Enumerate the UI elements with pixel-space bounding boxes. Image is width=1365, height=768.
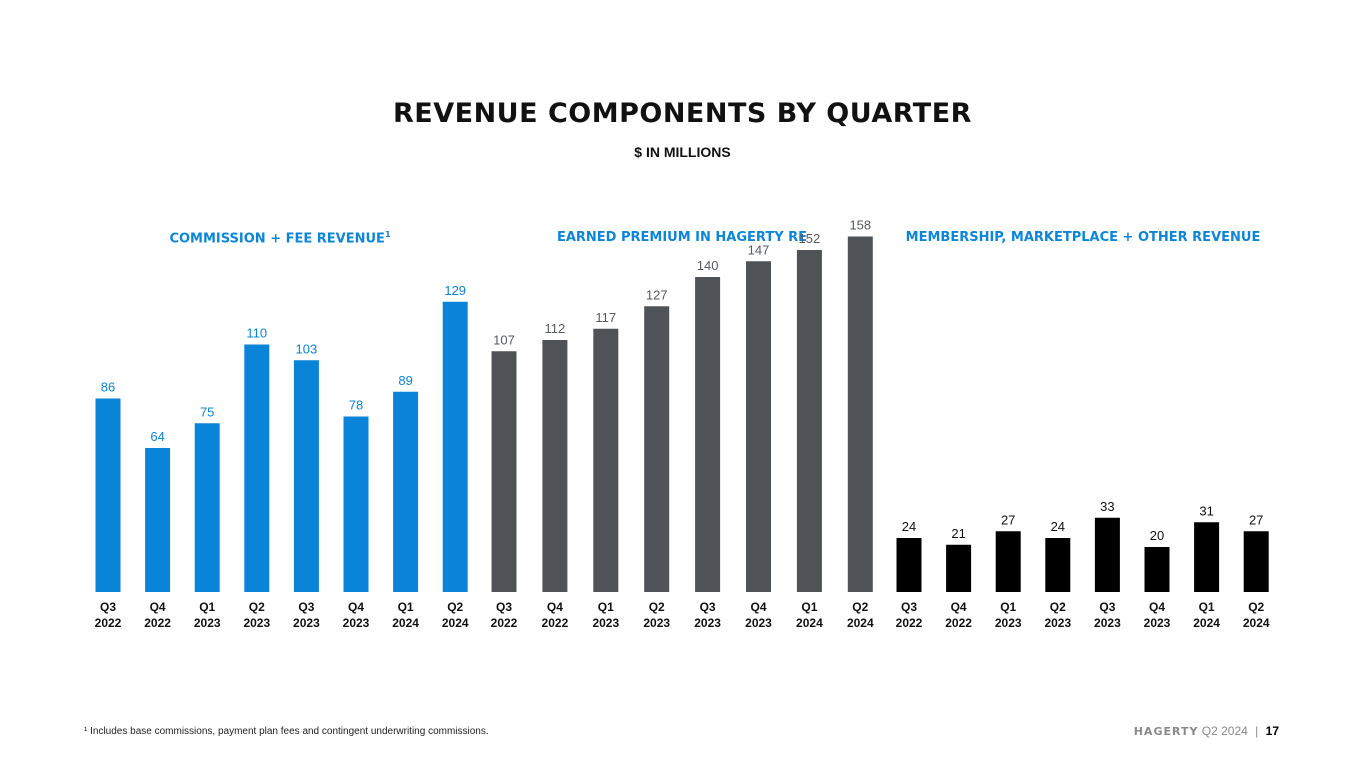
page-subtitle: $ IN MILLIONS bbox=[634, 144, 731, 160]
earned-premium-value-label: 107 bbox=[493, 332, 515, 347]
earned-premium-tick-label: Q1 2023 bbox=[592, 600, 619, 630]
membership-value-label: 31 bbox=[1199, 503, 1213, 518]
earned-premium-value-label: 147 bbox=[748, 242, 770, 257]
membership-value-label: 24 bbox=[1051, 519, 1065, 534]
membership-bar bbox=[1243, 531, 1269, 592]
commission-bar bbox=[293, 360, 319, 592]
earned-premium-bar bbox=[796, 250, 822, 592]
membership-bar bbox=[995, 531, 1021, 592]
earned-premium-tick-label: Q1 2024 bbox=[796, 600, 823, 630]
commission-tick-label: Q2 2023 bbox=[243, 600, 270, 630]
membership-bar bbox=[1194, 522, 1220, 592]
commission-value-label: 129 bbox=[444, 283, 466, 298]
commission-tick-label: Q4 2022 bbox=[144, 600, 171, 630]
earned-premium-tick-label: Q3 2023 bbox=[694, 600, 721, 630]
commission-bar bbox=[393, 391, 419, 592]
earned-premium-tick-label: Q2 2024 bbox=[847, 600, 874, 630]
commission-bar bbox=[442, 301, 468, 592]
page-title: REVENUE COMPONENTS BY QUARTER bbox=[393, 98, 972, 129]
earned-premium-bar bbox=[847, 236, 873, 592]
membership-tick-label: Q1 2024 bbox=[1193, 600, 1220, 630]
commission-value-label: 64 bbox=[150, 429, 164, 444]
membership-value-label: 21 bbox=[951, 526, 965, 541]
membership-bar bbox=[896, 538, 922, 592]
commission-bar bbox=[145, 448, 171, 592]
footer-separator: | bbox=[1255, 724, 1259, 738]
commission-tick-label: Q1 2023 bbox=[194, 600, 221, 630]
commission-value-label: 86 bbox=[101, 380, 115, 395]
earned-premium-tick-label: Q2 2023 bbox=[643, 600, 670, 630]
commission-tick-label: Q1 2024 bbox=[392, 600, 419, 630]
commission-bar bbox=[244, 344, 270, 592]
panel-title-membership: MEMBERSHIP, MARKETPLACE + OTHER REVENUE bbox=[905, 230, 1261, 245]
earned-premium-value-label: 117 bbox=[595, 310, 616, 325]
commission-tick-label: Q2 2024 bbox=[442, 600, 469, 630]
earned-premium-value-label: 140 bbox=[697, 258, 719, 273]
membership-tick-label: Q4 2023 bbox=[1144, 600, 1171, 630]
membership-bar bbox=[1144, 547, 1170, 592]
commission-tick-label: Q4 2023 bbox=[343, 600, 370, 630]
membership-value-label: 27 bbox=[1249, 512, 1263, 527]
earned-premium-bar bbox=[491, 351, 517, 592]
membership-bar bbox=[1045, 538, 1071, 592]
earned-premium-value-label: 152 bbox=[799, 231, 821, 246]
earned-premium-bar bbox=[644, 306, 670, 592]
membership-tick-label: Q3 2022 bbox=[896, 600, 923, 630]
page-number: 17 bbox=[1265, 724, 1279, 738]
commission-value-label: 110 bbox=[246, 326, 267, 341]
membership-value-label: 33 bbox=[1100, 499, 1114, 514]
membership-value-label: 24 bbox=[902, 519, 916, 534]
commission-bar bbox=[343, 416, 369, 592]
footnote: ¹ Includes base commissions, payment pla… bbox=[84, 726, 489, 737]
earned-premium-tick-label: Q4 2022 bbox=[542, 600, 569, 630]
membership-tick-label: Q2 2023 bbox=[1044, 600, 1071, 630]
earned-premium-bar bbox=[695, 277, 721, 592]
commission-tick-label: Q3 2023 bbox=[293, 600, 320, 630]
membership-bar bbox=[1094, 517, 1120, 592]
membership-bar bbox=[946, 544, 972, 592]
commission-value-label: 75 bbox=[200, 404, 214, 419]
earned-premium-tick-label: Q3 2022 bbox=[491, 600, 518, 630]
panel-title-commission: COMMISSION + FEE REVENUE1 bbox=[169, 230, 391, 247]
membership-tick-label: Q4 2022 bbox=[945, 600, 972, 630]
commission-bar bbox=[95, 398, 121, 592]
footer-period: Q2 2024 bbox=[1201, 724, 1248, 738]
earned-premium-bar bbox=[746, 261, 771, 592]
earned-premium-value-label: 158 bbox=[849, 218, 871, 233]
commission-bar bbox=[194, 423, 220, 592]
footer: HAGERTY Q2 2024 | 17 bbox=[1134, 724, 1279, 738]
footer-brand: HAGERTY bbox=[1133, 725, 1199, 738]
earned-premium-value-label: 112 bbox=[545, 321, 566, 336]
earned-premium-bar bbox=[542, 340, 568, 592]
membership-value-label: 20 bbox=[1150, 528, 1164, 543]
earned-premium-tick-label: Q4 2023 bbox=[745, 600, 772, 630]
membership-tick-label: Q2 2024 bbox=[1243, 600, 1270, 630]
earned-premium-value-label: 127 bbox=[646, 287, 668, 302]
commission-value-label: 103 bbox=[296, 341, 318, 356]
commission-value-label: 89 bbox=[398, 373, 412, 388]
panel-title-earned-premium: EARNED PREMIUM IN HAGERTY RE bbox=[556, 230, 808, 245]
membership-tick-label: Q1 2023 bbox=[995, 600, 1022, 630]
earned-premium-bar bbox=[593, 328, 619, 592]
membership-tick-label: Q3 2023 bbox=[1094, 600, 1121, 630]
commission-value-label: 78 bbox=[349, 398, 363, 413]
commission-tick-label: Q3 2022 bbox=[95, 600, 122, 630]
membership-value-label: 27 bbox=[1001, 512, 1015, 527]
